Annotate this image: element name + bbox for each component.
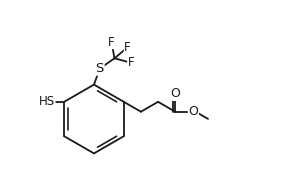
Text: F: F	[108, 36, 114, 48]
Text: S: S	[96, 62, 104, 75]
Text: O: O	[170, 87, 180, 100]
Text: F: F	[124, 41, 131, 54]
Text: O: O	[188, 105, 198, 118]
Text: F: F	[128, 56, 134, 69]
Text: HS: HS	[39, 95, 55, 108]
